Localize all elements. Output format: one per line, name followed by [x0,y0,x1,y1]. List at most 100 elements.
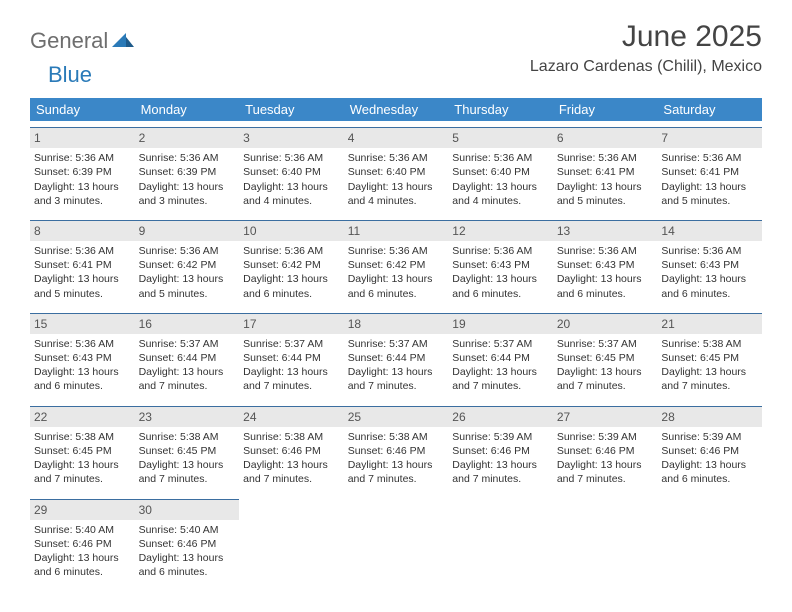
day-cell [239,499,344,586]
daylight-line: Daylight: 13 hours and 3 minutes. [34,180,131,208]
sunset-line: Sunset: 6:44 PM [348,351,445,365]
day-number: 18 [344,313,449,334]
day-cell: 7Sunrise: 5:36 AMSunset: 6:41 PMDaylight… [657,127,762,214]
sunrise-line: Sunrise: 5:38 AM [661,337,758,351]
day-number: 9 [135,220,240,241]
day-cell [553,499,658,586]
week-row: 8Sunrise: 5:36 AMSunset: 6:41 PMDaylight… [30,220,762,307]
day-number: 4 [344,127,449,148]
sunset-line: Sunset: 6:46 PM [452,444,549,458]
day-number: 2 [135,127,240,148]
sunset-line: Sunset: 6:45 PM [661,351,758,365]
sunset-line: Sunset: 6:40 PM [348,165,445,179]
weekday-saturday: Saturday [657,98,762,121]
daylight-line: Daylight: 13 hours and 7 minutes. [243,458,340,486]
day-number: 19 [448,313,553,334]
day-number: 1 [30,127,135,148]
sunrise-line: Sunrise: 5:36 AM [452,151,549,165]
day-number: 23 [135,406,240,427]
day-cell: 9Sunrise: 5:36 AMSunset: 6:42 PMDaylight… [135,220,240,307]
weekday-friday: Friday [553,98,658,121]
day-cell: 12Sunrise: 5:36 AMSunset: 6:43 PMDayligh… [448,220,553,307]
daylight-line: Daylight: 13 hours and 4 minutes. [243,180,340,208]
sunset-line: Sunset: 6:46 PM [243,444,340,458]
sunrise-line: Sunrise: 5:38 AM [34,430,131,444]
day-cell: 10Sunrise: 5:36 AMSunset: 6:42 PMDayligh… [239,220,344,307]
week-row: 1 Sunrise: 5:36 AM Sunset: 6:39 PM Daylight… [30,127,762,214]
day-number: 10 [239,220,344,241]
daylight-line: Daylight: 13 hours and 7 minutes. [348,365,445,393]
day-cell: 2Sunrise: 5:36 AMSunset: 6:39 PMDaylight… [135,127,240,214]
sunrise-line: Sunrise: 5:40 AM [34,523,131,537]
day-cell: 20Sunrise: 5:37 AMSunset: 6:45 PMDayligh… [553,313,658,400]
sunrise-line: Sunrise: 5:40 AM [139,523,236,537]
sunrise-line: Sunrise: 5:36 AM [34,151,131,165]
daylight-line: Daylight: 13 hours and 6 minutes. [34,365,131,393]
day-cell: 16Sunrise: 5:37 AMSunset: 6:44 PMDayligh… [135,313,240,400]
sunset-line: Sunset: 6:46 PM [557,444,654,458]
day-cell: 8Sunrise: 5:36 AMSunset: 6:41 PMDaylight… [30,220,135,307]
sunrise-line: Sunrise: 5:36 AM [243,151,340,165]
day-cell: 30Sunrise: 5:40 AMSunset: 6:46 PMDayligh… [135,499,240,586]
week-row: 15Sunrise: 5:36 AMSunset: 6:43 PMDayligh… [30,313,762,400]
day-cell: 18 Sunrise: 5:37 AMSunset: 6:44 PMDayligh… [344,313,449,400]
sunrise-line: Sunrise: 5:36 AM [661,244,758,258]
sunset-line: Sunset: 6:46 PM [348,444,445,458]
sunset-line: Sunset: 6:46 PM [661,444,758,458]
day-cell: 15Sunrise: 5:36 AMSunset: 6:43 PMDayligh… [30,313,135,400]
daylight-line: Daylight: 13 hours and 6 minutes. [661,272,758,300]
day-cell: 24Sunrise: 5:38 AMSunset: 6:46 PMDayligh… [239,406,344,493]
day-number: 13 [553,220,658,241]
day-cell: 27Sunrise: 5:39 AMSunset: 6:46 PMDayligh… [553,406,658,493]
sunrise-line: Sunrise: 5:37 AM [348,337,445,351]
daylight-line: Daylight: 13 hours and 7 minutes. [243,365,340,393]
day-cell: 4Sunrise: 5:36 AMSunset: 6:40 PMDaylight… [344,127,449,214]
sunset-line: Sunset: 6:43 PM [557,258,654,272]
sunrise-line: Sunrise: 5:39 AM [557,430,654,444]
title-block: June 2025 Lazaro Cardenas (Chilil), Mexi… [530,20,762,76]
sunrise-line: Sunrise: 5:36 AM [557,244,654,258]
day-cell [344,499,449,586]
sunset-line: Sunset: 6:45 PM [34,444,131,458]
day-cell: 29Sunrise: 5:40 AMSunset: 6:46 PMDayligh… [30,499,135,586]
day-cell: 26Sunrise: 5:39 AMSunset: 6:46 PMDayligh… [448,406,553,493]
sunset-line: Sunset: 6:39 PM [139,165,236,179]
weekday-sunday: Sunday [30,98,135,121]
week-row: 29Sunrise: 5:40 AMSunset: 6:46 PMDayligh… [30,499,762,586]
day-cell: 14Sunrise: 5:36 AMSunset: 6:43 PMDayligh… [657,220,762,307]
day-number: 11 [344,220,449,241]
day-cell [657,499,762,586]
day-number: 25 [344,406,449,427]
sunrise-line: Sunrise: 5:38 AM [243,430,340,444]
sunrise-line: Sunrise: 5:36 AM [348,244,445,258]
day-number: 14 [657,220,762,241]
day-cell: 5Sunrise: 5:36 AMSunset: 6:40 PMDaylight… [448,127,553,214]
day-cell: 21Sunrise: 5:38 AMSunset: 6:45 PMDayligh… [657,313,762,400]
day-cell: 11Sunrise: 5:36 AMSunset: 6:42 PMDayligh… [344,220,449,307]
day-number: 28 [657,406,762,427]
weekday-monday: Monday [135,98,240,121]
day-cell: 22Sunrise: 5:38 AMSunset: 6:45 PMDayligh… [30,406,135,493]
sunset-line: Sunset: 6:44 PM [243,351,340,365]
sunset-line: Sunset: 6:41 PM [34,258,131,272]
sunset-line: Sunset: 6:44 PM [452,351,549,365]
sunrise-line: Sunrise: 5:36 AM [557,151,654,165]
day-number: 20 [553,313,658,334]
sunrise-line: Sunrise: 5:38 AM [139,430,236,444]
day-number: 5 [448,127,553,148]
sunset-line: Sunset: 6:43 PM [452,258,549,272]
sunrise-line: Sunrise: 5:37 AM [243,337,340,351]
daylight-line: Daylight: 13 hours and 4 minutes. [452,180,549,208]
sunrise-line: Sunrise: 5:36 AM [139,244,236,258]
day-cell: 13Sunrise: 5:36 AMSunset: 6:43 PMDayligh… [553,220,658,307]
daylight-line: Daylight: 13 hours and 7 minutes. [661,365,758,393]
daylight-line: Daylight: 13 hours and 6 minutes. [34,551,131,579]
daylight-line: Daylight: 13 hours and 7 minutes. [452,458,549,486]
day-cell: 17Sunrise: 5:37 AMSunset: 6:44 PMDayligh… [239,313,344,400]
sunrise-line: Sunrise: 5:39 AM [452,430,549,444]
sunrise-line: Sunrise: 5:36 AM [243,244,340,258]
daylight-line: Daylight: 13 hours and 5 minutes. [661,180,758,208]
daylight-line: Daylight: 13 hours and 6 minutes. [243,272,340,300]
day-cell: 28Sunrise: 5:39 AMSunset: 6:46 PMDayligh… [657,406,762,493]
sunrise-line: Sunrise: 5:36 AM [34,337,131,351]
